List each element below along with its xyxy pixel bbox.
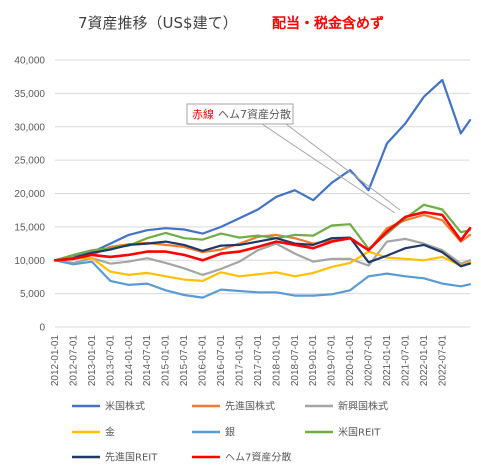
x-tick-label: 2022-01-01 [419,335,430,387]
annotation: 赤線 ヘム7資産分散 [186,103,401,214]
annotation-pointer-1 [261,123,396,214]
series-line [53,236,472,268]
y-tick-label: 35,000 [14,89,45,100]
y-axis: 0 5,000 10,000 15,000 20,000 25,000 30,000 35,0… [14,56,45,334]
legend-label: 銀 [225,426,235,439]
annotation-box [186,103,294,125]
x-tick-label: 2017-07-01 [253,335,264,387]
x-tick-label: 2014-01-01 [124,335,135,387]
chart-subtitle: 配当・税金含めず [272,15,384,32]
x-tick-label: 2015-07-01 [179,335,190,387]
y-tick-label: 10,000 [14,256,45,267]
x-tick-label: 2021-07-01 [400,335,411,387]
y-tick-label: 20,000 [14,189,45,200]
x-tick-label: 2013-01-01 [87,335,98,387]
y-tick-label: 40,000 [14,56,45,67]
x-tick-label: 2017-01-01 [234,335,245,387]
annotation-main-text: ヘム7資産分散 [218,107,291,121]
x-tick-label: 2012-07-01 [68,335,79,387]
legend-label: 米国株式 [105,400,145,413]
annotation-pointer-2 [285,123,401,211]
x-tick-label: 2016-01-01 [198,335,209,387]
x-tick-label: 2019-01-01 [308,335,319,387]
x-tick-label: 2014-07-01 [142,335,153,387]
series-line [53,210,472,262]
series-layer [53,78,472,299]
x-tick-label: 2016-07-01 [216,335,227,387]
x-tick-label: 2022-07-01 [437,335,448,387]
y-tick-label: 25,000 [14,156,45,167]
x-tick-label: 2020-01-01 [345,335,356,387]
legend-label: ヘム7資産分散 [225,451,291,464]
x-tick-label: 2020-07-01 [364,335,375,387]
x-tick-label: 2012-01-01 [50,335,61,387]
series-line [53,259,472,299]
y-tick-label: 0 [39,323,45,334]
grid-layer [55,59,470,328]
chart-title: 7資産推移（US$建て） [78,14,238,32]
x-tick-label: 2018-01-01 [271,335,282,387]
x-tick-label: 2019-07-01 [327,335,338,387]
series-line [53,213,472,262]
legend-label: 金 [105,426,115,439]
legend-label: 先進国REIT [105,452,158,464]
series-line [53,250,472,282]
x-tick-label: 2013-07-01 [105,335,116,387]
annotation-red-text: 赤線 [192,107,214,121]
annotation-label: 赤線 ヘム7資産分散 [192,107,291,121]
legend-label: 米国REIT [338,426,381,439]
x-tick-label: 2018-07-01 [290,335,301,387]
y-tick-label: 30,000 [14,122,45,133]
series-line [53,78,472,262]
y-tick-label: 5,000 [20,289,45,300]
legend-label: 先進国株式 [225,400,275,413]
series-line [53,203,472,262]
x-tick-label: 2021-01-01 [382,335,393,387]
series-line [53,237,472,276]
y-tick-label: 15,000 [14,222,45,233]
x-tick-label: 2015-01-01 [161,335,172,387]
x-axis: 2012-01-01 2012-07-01 2013-01-01 2013-07-01… [50,335,448,387]
legend-label: 新興国株式 [338,400,388,413]
